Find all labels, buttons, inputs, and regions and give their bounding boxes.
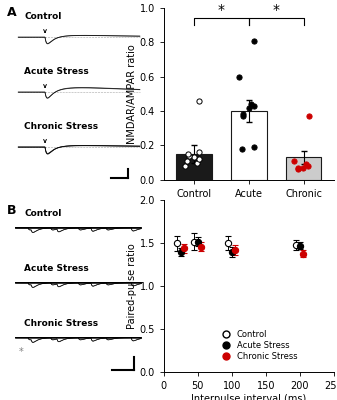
Bar	[231, 111, 267, 180]
Y-axis label: NMDAR/AMPAR ratio: NMDAR/AMPAR ratio	[127, 44, 137, 144]
Point	[251, 103, 256, 109]
Point	[240, 146, 245, 152]
Bar	[176, 154, 212, 180]
Point	[295, 164, 300, 171]
Point	[182, 163, 187, 169]
Point	[185, 158, 190, 164]
Text: B: B	[7, 204, 16, 217]
Point	[241, 111, 246, 118]
Point	[237, 74, 242, 80]
Text: Chronic Stress: Chronic Stress	[24, 319, 98, 328]
Point	[194, 159, 200, 166]
Point	[306, 113, 312, 119]
Point	[251, 144, 256, 150]
Point	[185, 151, 191, 157]
Text: *: *	[273, 4, 280, 18]
Point	[186, 152, 191, 159]
Point	[306, 163, 311, 169]
X-axis label: Interpulse interval (ms): Interpulse interval (ms)	[191, 394, 306, 400]
Point	[246, 104, 251, 111]
Text: Acute Stress: Acute Stress	[24, 67, 89, 76]
Point	[301, 164, 306, 171]
Point	[296, 166, 301, 172]
Point	[249, 101, 254, 107]
Y-axis label: Paired-pulse ratio: Paired-pulse ratio	[127, 243, 137, 329]
Text: Control: Control	[24, 209, 61, 218]
Point	[196, 156, 202, 162]
Point	[292, 158, 297, 164]
Point	[197, 98, 202, 104]
Point	[251, 38, 257, 44]
Text: *: *	[218, 4, 225, 18]
Legend: Control, Acute Stress, Chronic Stress: Control, Acute Stress, Chronic Stress	[214, 326, 301, 364]
Point	[191, 154, 197, 160]
Bar	[286, 157, 321, 180]
Point	[303, 161, 309, 168]
Point	[196, 149, 202, 156]
Text: Chronic Stress: Chronic Stress	[24, 122, 98, 131]
Text: Control: Control	[24, 12, 61, 21]
Point	[240, 113, 246, 119]
Text: *: *	[18, 346, 23, 356]
Text: A: A	[7, 6, 17, 19]
Text: Acute Stress: Acute Stress	[24, 264, 89, 273]
